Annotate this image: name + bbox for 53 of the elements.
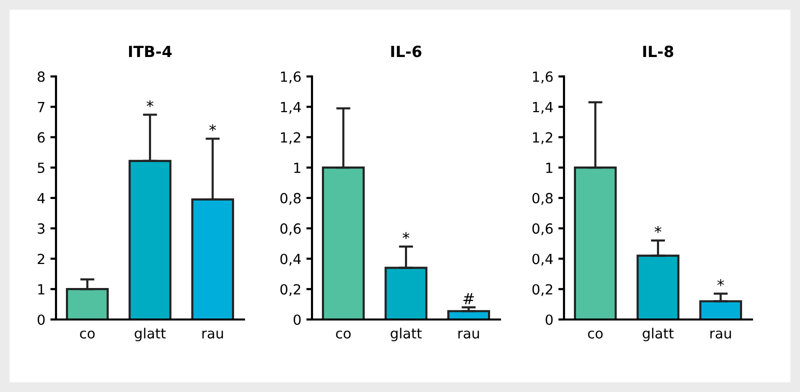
y-tick-label: 8 — [38, 71, 45, 82]
y-tick-label: 0 — [546, 314, 553, 325]
y-tick-label: 0,8 — [280, 192, 301, 205]
bar — [128, 160, 172, 320]
x-tick-label: rau — [202, 330, 223, 339]
y-tick-label: 3 — [38, 223, 44, 234]
y-tick-label: 1 — [38, 284, 44, 294]
y-tick-label: 0 — [38, 314, 45, 325]
y-tick-label: 0,2 — [280, 284, 300, 296]
y-tick-label: 0,2 — [532, 284, 552, 296]
y-tick-label: 0,4 — [532, 254, 553, 266]
x-tick-label: glatt — [390, 328, 422, 342]
annotation: * — [209, 124, 216, 132]
y-tick-label: 0,4 — [280, 254, 301, 266]
bar — [191, 198, 234, 320]
x-tick-label: glatt — [642, 328, 674, 342]
x-tick-label: glatt — [134, 328, 166, 342]
y-tick-label: 6 — [38, 132, 45, 143]
x-tick-label: co — [588, 330, 603, 339]
annotation: * — [402, 232, 410, 240]
y-tick-label: 1,2 — [281, 132, 300, 144]
chart-title: IL-8 — [643, 46, 674, 58]
y-tick-label: 1,4 — [281, 102, 301, 114]
y-tick-label: 0,6 — [532, 223, 553, 236]
y-tick-label: 1 — [546, 162, 552, 173]
y-tick-label: 5 — [38, 162, 44, 174]
y-tick-label: 0,6 — [280, 223, 301, 236]
annotation: * — [717, 279, 724, 286]
bar — [699, 300, 742, 320]
bar — [574, 166, 617, 320]
y-tick-label: 0,8 — [532, 192, 553, 205]
bar — [636, 254, 680, 320]
x-tick-label: rau — [710, 330, 731, 339]
annotation: * — [146, 100, 154, 108]
bar — [384, 266, 428, 320]
x-tick-label: co — [336, 330, 351, 339]
x-tick-label: rau — [458, 330, 479, 339]
chart-title: IL-6 — [391, 46, 422, 58]
annotation: * — [654, 226, 662, 233]
y-tick-label: 1,2 — [533, 132, 552, 144]
y-tick-label: 1,6 — [281, 71, 301, 84]
bar — [322, 166, 365, 320]
chart-title: ITB-4 — [129, 46, 172, 57]
y-tick-label: 1,6 — [533, 71, 553, 84]
y-tick-label: 7 — [38, 102, 44, 112]
y-tick-label: 4 — [37, 193, 45, 204]
y-tick-label: 2 — [38, 254, 44, 264]
y-tick-label: 1,4 — [533, 102, 553, 114]
y-tick-label: 1 — [294, 162, 300, 173]
bar — [66, 288, 109, 320]
y-tick-label: 0 — [294, 314, 301, 325]
annotation: # — [463, 293, 474, 304]
x-tick-label: co — [80, 330, 95, 339]
